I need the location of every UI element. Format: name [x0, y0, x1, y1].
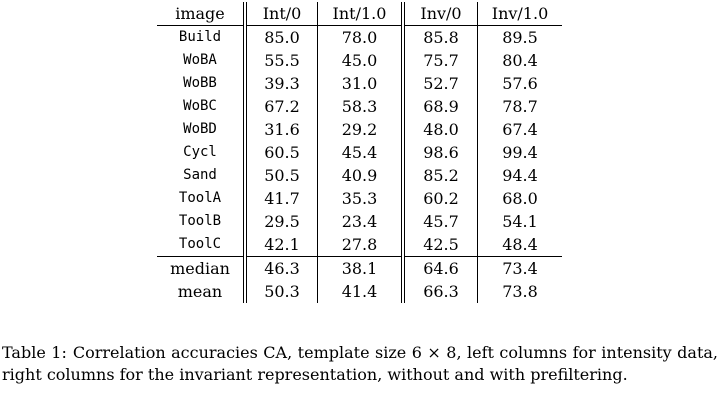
- image-name-cell: Build: [178, 29, 222, 45]
- value-cell: 75.7: [401, 49, 478, 72]
- value-cell: 31.0: [317, 72, 403, 95]
- value-cell: 85.2: [401, 164, 478, 187]
- caption-label: Table 1:: [2, 343, 67, 362]
- image-name-cell: WoBD: [183, 121, 217, 137]
- value-cell: 85.8: [401, 25, 478, 49]
- value-cell: 80.4: [477, 49, 562, 72]
- value-cell: 98.6: [401, 141, 478, 164]
- header-int-1: Int/1.0: [317, 2, 403, 26]
- header-inv-1: Inv/1.0: [477, 2, 562, 26]
- value-cell: 42.1: [243, 233, 318, 257]
- value-cell: 41.4: [317, 280, 403, 303]
- summary-row-median: median 46.3 38.1 64.6 73.4: [157, 256, 562, 280]
- value-cell: 31.6: [243, 118, 318, 141]
- value-cell: 40.9: [317, 164, 403, 187]
- value-cell: 78.7: [477, 95, 562, 118]
- header-int-0: Int/0: [243, 2, 318, 26]
- value-cell: 41.7: [243, 187, 318, 210]
- header-inv-0: Inv/0: [401, 2, 478, 26]
- table-row: WoBA 55.5 45.0 75.7 80.4: [157, 49, 562, 72]
- value-cell: 99.4: [477, 141, 562, 164]
- table-row: Sand 50.5 40.9 85.2 94.4: [157, 164, 562, 187]
- results-table: image Int/0 Int/1.0 Inv/0 Inv/1.0 Build …: [157, 2, 562, 303]
- value-cell: 29.2: [317, 118, 403, 141]
- table-caption: Table 1: Correlation accuracies CA, templ…: [2, 342, 718, 386]
- image-name-cell: WoBB: [183, 75, 217, 91]
- value-cell: 85.0: [243, 25, 318, 49]
- table-row: Cycl 60.5 45.4 98.6 99.4: [157, 141, 562, 164]
- image-name-cell: Sand: [183, 167, 217, 183]
- value-cell: 42.5: [401, 233, 478, 257]
- value-cell: 29.5: [243, 210, 318, 233]
- image-name-cell: WoBC: [183, 98, 217, 114]
- value-cell: 73.8: [477, 280, 562, 303]
- value-cell: 48.4: [477, 233, 562, 257]
- header-image: image: [157, 2, 245, 26]
- value-cell: 68.0: [477, 187, 562, 210]
- value-cell: 23.4: [317, 210, 403, 233]
- value-cell: 94.4: [477, 164, 562, 187]
- image-name-cell: ToolA: [178, 190, 222, 206]
- value-cell: 57.6: [477, 72, 562, 95]
- value-cell: 60.5: [243, 141, 318, 164]
- table-row: ToolC 42.1 27.8 42.5 48.4: [157, 233, 562, 257]
- table-row: Build 85.0 78.0 85.8 89.5: [157, 25, 562, 49]
- image-name-cell: ToolB: [178, 213, 222, 229]
- value-cell: 60.2: [401, 187, 478, 210]
- value-cell: 68.9: [401, 95, 478, 118]
- value-cell: 78.0: [317, 25, 403, 49]
- value-cell: 64.6: [401, 256, 478, 280]
- caption-text: Correlation accuracies CA, template size…: [2, 343, 719, 384]
- table-row: ToolA 41.7 35.3 60.2 68.0: [157, 187, 562, 210]
- value-cell: 55.5: [243, 49, 318, 72]
- summary-row-mean: mean 50.3 41.4 66.3 73.8: [157, 280, 562, 303]
- value-cell: 89.5: [477, 25, 562, 49]
- value-cell: 27.8: [317, 233, 403, 257]
- value-cell: 54.1: [477, 210, 562, 233]
- value-cell: 45.0: [317, 49, 403, 72]
- value-cell: 58.3: [317, 95, 403, 118]
- value-cell: 50.3: [243, 280, 318, 303]
- value-cell: 52.7: [401, 72, 478, 95]
- value-cell: 35.3: [317, 187, 403, 210]
- image-name-cell: ToolC: [178, 236, 222, 252]
- value-cell: 67.2: [243, 95, 318, 118]
- table-row: WoBB 39.3 31.0 52.7 57.6: [157, 72, 562, 95]
- value-cell: 48.0: [401, 118, 478, 141]
- value-cell: 46.3: [243, 256, 318, 280]
- value-cell: 39.3: [243, 72, 318, 95]
- value-cell: 45.7: [401, 210, 478, 233]
- table-row: WoBD 31.6 29.2 48.0 67.4: [157, 118, 562, 141]
- value-cell: 66.3: [401, 280, 478, 303]
- table-row: WoBC 67.2 58.3 68.9 78.7: [157, 95, 562, 118]
- table-header-row: image Int/0 Int/1.0 Inv/0 Inv/1.0: [157, 2, 562, 26]
- value-cell: 38.1: [317, 256, 403, 280]
- value-cell: 73.4: [477, 256, 562, 280]
- value-cell: 67.4: [477, 118, 562, 141]
- table-row: ToolB 29.5 23.4 45.7 54.1: [157, 210, 562, 233]
- summary-label: median: [157, 256, 245, 280]
- summary-label: mean: [177, 282, 223, 301]
- value-cell: 50.5: [243, 164, 318, 187]
- value-cell: 45.4: [317, 141, 403, 164]
- image-name-cell: WoBA: [183, 52, 217, 68]
- image-name-cell: Cycl: [183, 144, 217, 160]
